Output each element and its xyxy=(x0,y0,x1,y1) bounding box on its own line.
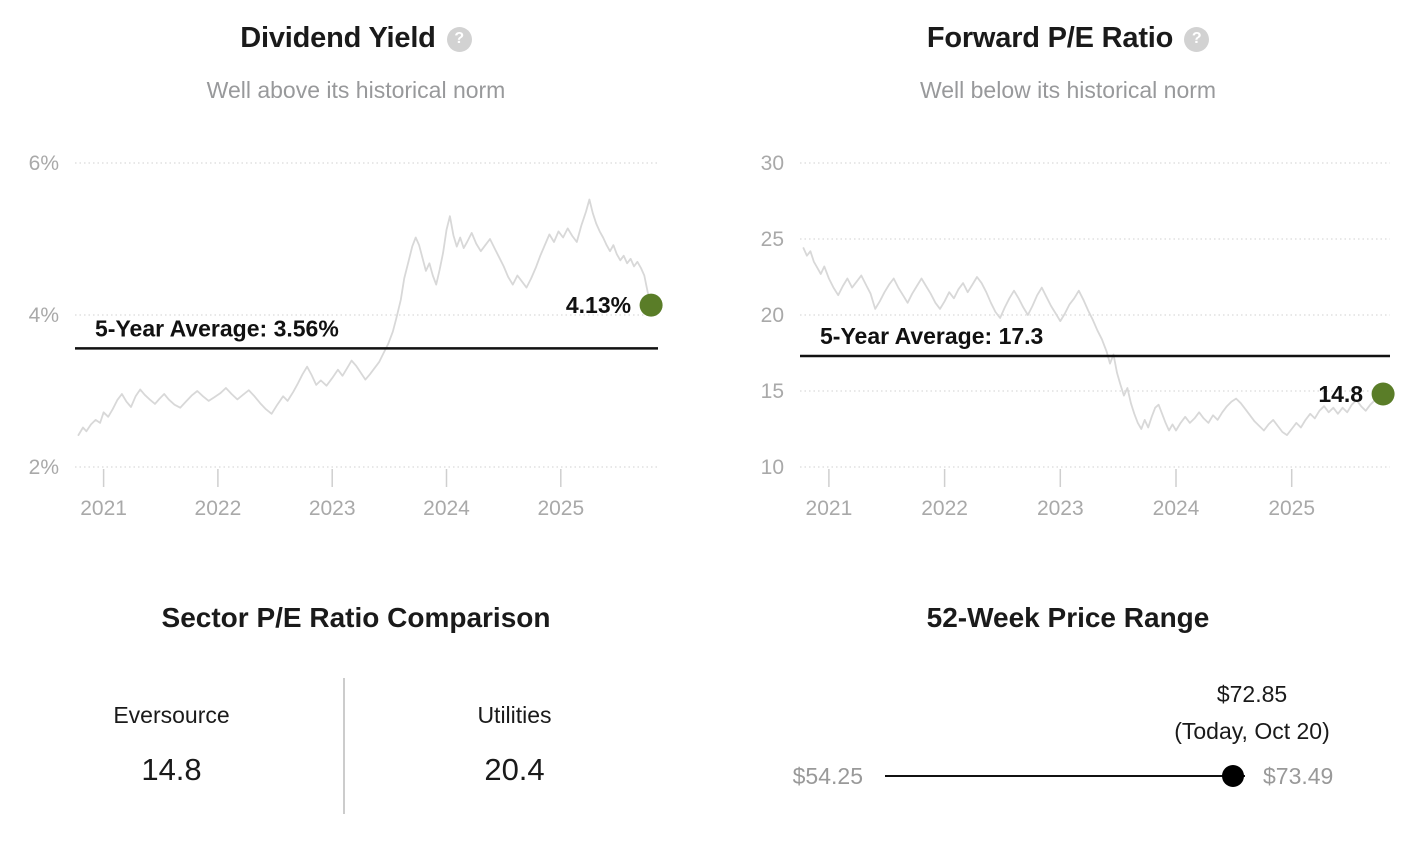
chart-subtitle: Well above its historical norm xyxy=(206,77,506,103)
help-icon[interactable]: ? xyxy=(446,26,472,52)
y-tick-label: 25 xyxy=(761,228,784,251)
chart-header: Dividend Yield? Well above its historica… xyxy=(0,0,712,104)
chart-header: Forward P/E Ratio? Well below its histor… xyxy=(712,0,1424,104)
x-tick-label: 2024 xyxy=(1153,497,1200,520)
x-tick-label: 2025 xyxy=(537,497,584,520)
range-high-label: $73.49 xyxy=(1263,763,1334,789)
x-tick-label: 2023 xyxy=(309,497,356,520)
range-low-label: $54.25 xyxy=(792,763,863,789)
chart-title-text: Forward P/E Ratio xyxy=(926,22,1174,54)
y-tick-label: 4% xyxy=(29,304,59,327)
x-tick-label: 2022 xyxy=(195,497,242,520)
section-title: Sector P/E Ratio Comparison xyxy=(161,602,551,633)
x-tick-label: 2024 xyxy=(423,497,470,520)
chart-title-text: Dividend Yield xyxy=(240,22,436,54)
x-tick-label: 2021 xyxy=(806,497,853,520)
y-tick-label: 15 xyxy=(761,380,784,403)
chart-subtitle: Well below its historical norm xyxy=(919,77,1217,103)
dividend-yield-panel: Dividend Yield? Well above its historica… xyxy=(0,0,712,560)
current-value-label: 14.8 xyxy=(1318,381,1363,407)
y-tick-label: 2% xyxy=(29,456,59,479)
current-price-label: $72.85 xyxy=(1216,681,1288,707)
y-tick-label: 10 xyxy=(761,456,784,479)
x-tick-label: 2022 xyxy=(921,497,968,520)
forward-pe-panel: Forward P/E Ratio? Well below its histor… xyxy=(712,0,1424,560)
section-title: 52-Week Price Range xyxy=(926,602,1210,633)
comparison-label: Eversource xyxy=(113,702,230,728)
x-tick-label: 2023 xyxy=(1037,497,1084,520)
price-range-track xyxy=(885,765,1245,787)
current-value-dot xyxy=(1371,382,1395,406)
y-tick-label: 20 xyxy=(761,304,784,327)
average-label: 5-Year Average: 3.56% xyxy=(95,315,339,341)
comparison-value: 14.8 xyxy=(141,752,202,787)
dividend-yield-chart: 6% 4% 2% 2021 2022 2023 2024 2025 5-Year Average… xyxy=(29,152,663,520)
series-line xyxy=(802,247,1384,437)
current-price-date: (Today, Oct 20) xyxy=(1174,718,1330,744)
sector-pe-comparison-panel: Sector P/E Ratio Comparison Eversource 1… xyxy=(0,560,712,856)
x-tick-label: 2025 xyxy=(1268,497,1315,520)
average-label: 5-Year Average: 17.3 xyxy=(820,323,1043,349)
page-title: Dividend Yield? xyxy=(0,0,712,55)
page-title: Forward P/E Ratio? xyxy=(712,0,1424,55)
help-icon[interactable]: ? xyxy=(1184,26,1210,52)
forward-pe-chart: 30 25 20 15 10 2021 2022 2023 2024 2025 5-Year Ave… xyxy=(761,152,1395,520)
x-tick-label: 2021 xyxy=(80,497,127,520)
vertical-divider xyxy=(343,678,345,814)
price-dot xyxy=(1222,765,1244,787)
series-line xyxy=(77,198,652,437)
y-tick-label: 30 xyxy=(761,152,784,175)
current-value-label: 4.13% xyxy=(566,292,631,318)
current-value-dot xyxy=(639,293,663,317)
comparison-label: Utilities xyxy=(477,702,552,728)
y-tick-label: 6% xyxy=(29,152,59,175)
price-range-panel: 52-Week Price Range $72.85 (Today, Oct 2… xyxy=(712,560,1424,856)
comparison-value: 20.4 xyxy=(484,752,545,787)
